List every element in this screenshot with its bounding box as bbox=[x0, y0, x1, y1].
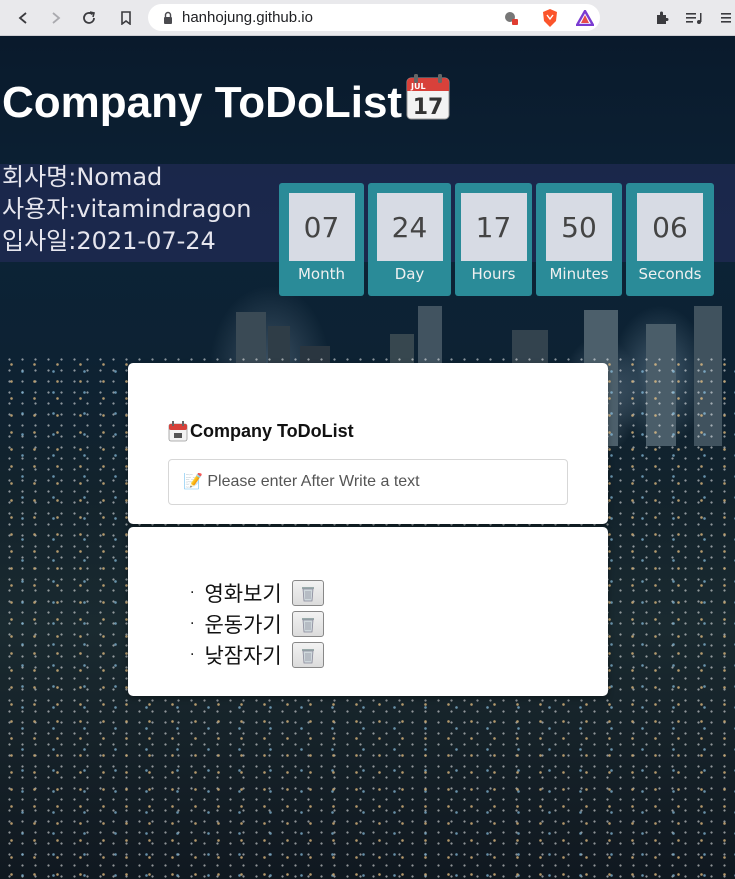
list-bullet: · bbox=[190, 646, 195, 663]
delete-button[interactable] bbox=[291, 610, 324, 637]
todo-input-wrap[interactable] bbox=[168, 459, 568, 505]
address-bar[interactable]: hanhojung.github.io bbox=[148, 4, 600, 31]
forward-button[interactable] bbox=[45, 7, 67, 29]
timer-minutes: 50 Minutes bbox=[536, 183, 622, 296]
list-item: · 영화보기 bbox=[190, 577, 324, 608]
user-name: 사용자:vitamindragon bbox=[2, 195, 252, 223]
todo-form-card: Company ToDoList bbox=[128, 363, 608, 524]
form-title-text: Company ToDoList bbox=[190, 421, 354, 441]
timer-day: 24 Day bbox=[368, 183, 451, 296]
back-button[interactable] bbox=[12, 7, 34, 29]
delete-button[interactable] bbox=[291, 641, 324, 668]
company-name: 회사명:Nomad bbox=[2, 163, 163, 191]
forward-icon bbox=[52, 12, 61, 24]
timer-hours: 17 Hours bbox=[455, 183, 532, 296]
extensions-icon[interactable] bbox=[654, 10, 670, 26]
trash-icon bbox=[301, 586, 314, 601]
join-date: 입사일:2021-07-24 bbox=[2, 227, 216, 255]
clock-timer: 07 Month 24 Day 17 Hours 50 Minutes 06 S… bbox=[279, 183, 714, 296]
trash-icon bbox=[301, 648, 314, 663]
bookmark-icon bbox=[121, 11, 131, 25]
trash-icon bbox=[301, 617, 314, 632]
lock-icon bbox=[164, 11, 172, 24]
playlist-icon[interactable] bbox=[685, 11, 703, 25]
list-item: · 운동가기 bbox=[190, 608, 324, 639]
timer-hours-value: 17 bbox=[460, 193, 527, 261]
url-text: hanhojung.github.io bbox=[182, 9, 313, 26]
calendar-day-text: 17 bbox=[413, 95, 444, 120]
todo-text: 영화보기 bbox=[204, 581, 282, 606]
timer-minutes-value: 50 bbox=[546, 193, 612, 261]
rewards-icon[interactable] bbox=[576, 10, 594, 26]
timer-hours-label: Hours bbox=[471, 265, 516, 283]
calendar-small-icon bbox=[168, 421, 188, 442]
todo-text: 운동가기 bbox=[204, 612, 282, 637]
browser-toolbar: hanhojung.github.io bbox=[0, 0, 735, 36]
menu-icon[interactable] bbox=[720, 11, 732, 25]
timer-seconds: 06 Seconds bbox=[626, 183, 714, 296]
timer-day-label: Day bbox=[394, 265, 425, 283]
calendar-icon: JUL 17 bbox=[406, 74, 450, 131]
timer-month: 07 Month bbox=[279, 183, 364, 296]
todo-list-card: · 영화보기 · 운동가기 · 낮잠자기 bbox=[128, 527, 608, 696]
delete-button[interactable] bbox=[291, 579, 324, 606]
timer-seconds-value: 06 bbox=[637, 193, 703, 261]
user-info: 회사명:Nomad 사용자:vitamindragon 입사일:2021-07-… bbox=[2, 161, 252, 257]
timer-seconds-label: Seconds bbox=[638, 265, 702, 283]
todo-list: · 영화보기 · 운동가기 · 낮잠자기 bbox=[190, 577, 324, 670]
page-title: Company ToDoList JUL 17 bbox=[2, 74, 450, 131]
list-item: · 낮잠자기 bbox=[190, 639, 324, 670]
timer-day-value: 24 bbox=[376, 193, 443, 261]
list-bullet: · bbox=[190, 615, 195, 632]
bookmark-button[interactable] bbox=[115, 7, 137, 29]
list-bullet: · bbox=[190, 584, 195, 601]
page-title-text: Company ToDoList bbox=[2, 77, 403, 127]
brave-shield-icon[interactable] bbox=[541, 8, 559, 28]
calendar-month-text: JUL bbox=[410, 82, 426, 91]
blocked-icon[interactable] bbox=[503, 10, 519, 26]
back-icon bbox=[18, 12, 27, 24]
todo-input[interactable] bbox=[183, 473, 543, 491]
todo-text: 낮잠자기 bbox=[204, 643, 282, 668]
reload-button[interactable] bbox=[78, 7, 100, 29]
timer-month-label: Month bbox=[297, 265, 345, 283]
page-background: Company ToDoList JUL 17 회사명:Nomad 사용자:vi… bbox=[0, 36, 735, 879]
form-title: Company ToDoList bbox=[168, 421, 354, 442]
reload-icon bbox=[83, 11, 95, 24]
timer-month-value: 07 bbox=[288, 193, 355, 261]
timer-minutes-label: Minutes bbox=[549, 265, 609, 283]
